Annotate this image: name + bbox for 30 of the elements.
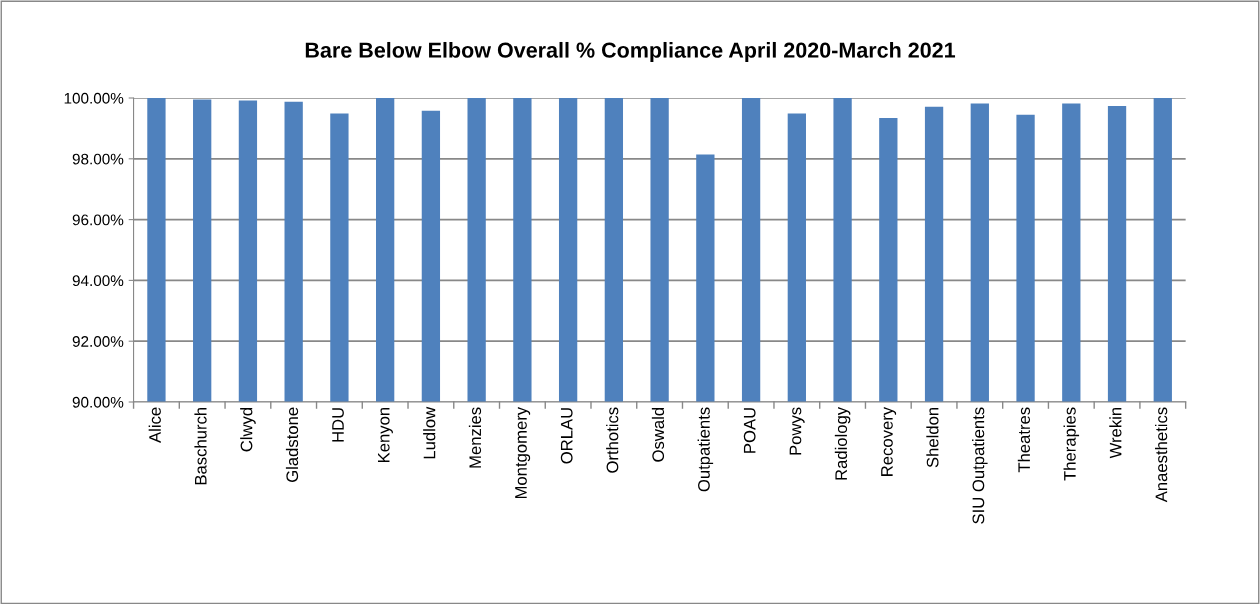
y-tick-label: 90.00% xyxy=(72,396,124,408)
x-tick-label: SIU Outpatients xyxy=(972,407,988,524)
x-tick-label: Therapies xyxy=(1063,407,1080,481)
x-tick-label: Anaesthetics xyxy=(1155,407,1168,503)
x-tick-label: Outpatients xyxy=(697,407,714,492)
y-tick-label: 94.00% xyxy=(72,275,124,287)
y-tick-label: 96.00% xyxy=(72,214,124,226)
x-tick-label: Radiology xyxy=(834,406,851,480)
x-tick-label: Ludlow xyxy=(423,406,436,459)
x-tick-label: Baschurch xyxy=(194,407,207,485)
x-tick-label: Kenyon xyxy=(377,407,393,463)
y-tick-label: 100.00% xyxy=(64,92,124,104)
x-tick-label: Montgomery xyxy=(515,406,531,499)
x-tick-label: Clwyd xyxy=(240,407,256,452)
x-tick-label: Alice xyxy=(148,407,161,443)
x-tick-label: Sheldon xyxy=(926,407,939,468)
y-tick-label: 98.00% xyxy=(72,153,124,165)
x-tick-label: Recovery xyxy=(881,406,897,476)
y-tick-label: 92.00% xyxy=(72,336,124,347)
x-tick-label: Powys xyxy=(789,407,805,455)
x-tick-label: POAU xyxy=(743,408,756,453)
x-tick-label: Theatres xyxy=(1017,407,1031,473)
x-tick-label: Menzies xyxy=(468,407,482,468)
x-tick-label: Wrekin xyxy=(1109,407,1122,459)
x-tick-label: Orthotics xyxy=(606,407,619,473)
x-tick-label: HDU xyxy=(332,408,344,442)
chart-title: Bare Below Elbow Overall % Compliance April 2020-March 2021 xyxy=(305,41,956,63)
x-tick-label: ORLAU xyxy=(560,408,573,464)
x-tick-label: Gladstone xyxy=(285,407,299,482)
x-tick-label: Oswald xyxy=(651,407,665,462)
